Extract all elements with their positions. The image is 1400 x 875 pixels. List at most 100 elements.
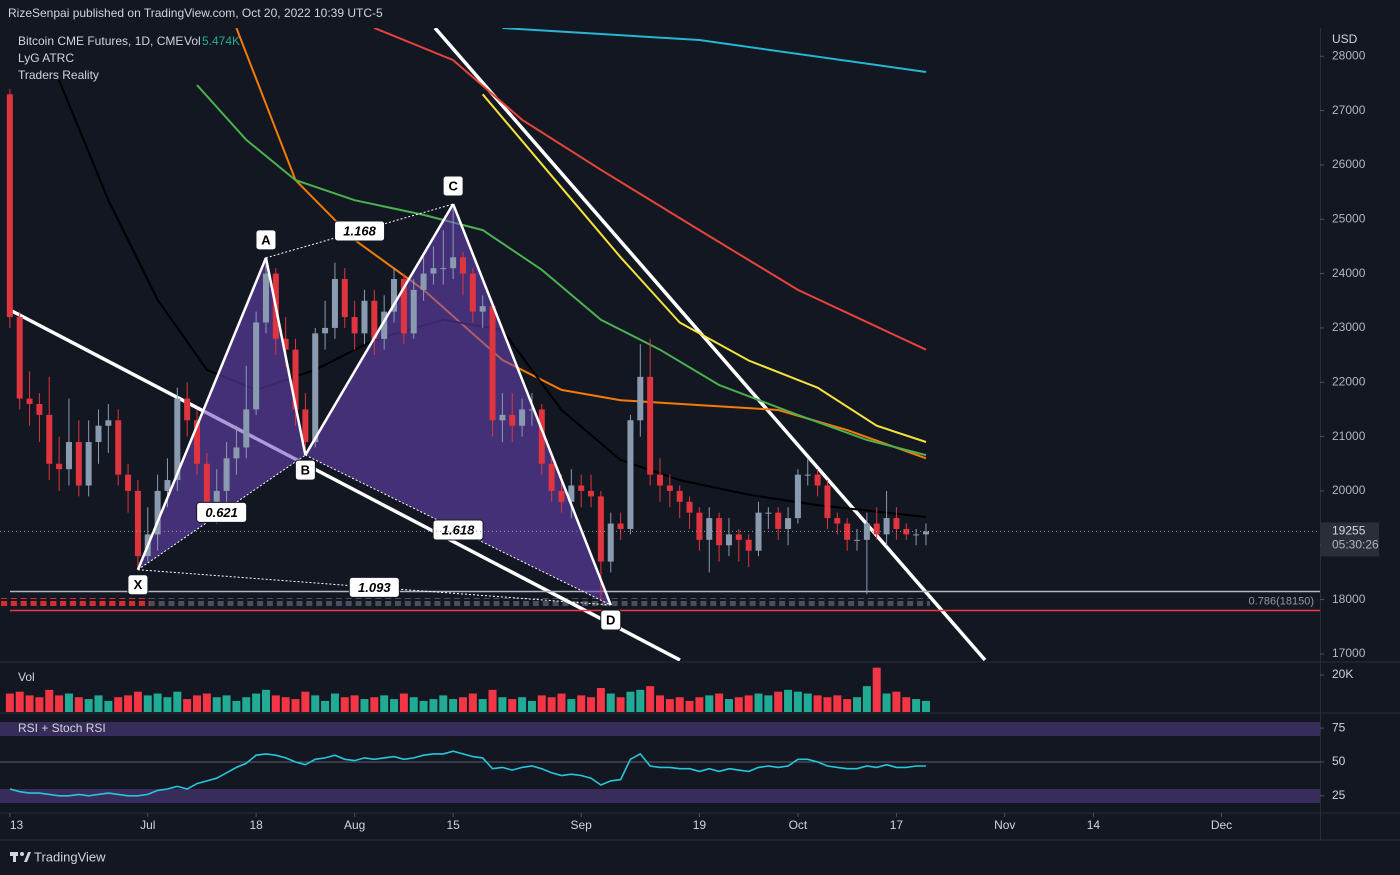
candle-body: [568, 485, 575, 502]
volume-bar: [853, 697, 862, 712]
candle-body: [469, 273, 476, 312]
candle-body: [213, 490, 220, 502]
volume-bar: [449, 699, 458, 712]
volume-bar: [143, 695, 152, 712]
x-tick-label: 13: [10, 818, 24, 832]
x-tick-label: Oct: [789, 818, 808, 832]
volume-bar: [163, 697, 172, 712]
volume-bar: [301, 691, 310, 712]
pattern-leg: [136, 257, 268, 571]
volume-bar: [921, 700, 930, 712]
pattern-point-box: [255, 229, 277, 251]
volume-bar: [64, 693, 73, 712]
volume-bar: [488, 689, 497, 712]
candle-body: [755, 512, 762, 551]
pattern-point-box: [294, 459, 316, 481]
candle-body: [538, 409, 545, 464]
moving-average: [502, 28, 927, 73]
volume-tick-label: 20K: [1332, 667, 1353, 681]
published-note: RizeSenpai published on TradingView.com,…: [8, 6, 383, 20]
y-tick-label: 27000: [1332, 103, 1366, 117]
volume-bar: [833, 695, 842, 712]
volume-bar: [468, 693, 477, 712]
volume-bar: [774, 691, 783, 712]
brand: TradingView: [34, 849, 106, 864]
candle-body: [558, 490, 565, 502]
x-tick-label: 14: [1087, 818, 1101, 832]
pattern-point-label: C: [448, 178, 458, 193]
rsi-title: RSI + Stoch RSI: [18, 721, 106, 735]
ratio-label: 1.093: [358, 580, 391, 595]
x-tick-label: 18: [249, 818, 263, 832]
y-tick-label: 21000: [1332, 429, 1366, 443]
candle-body: [666, 485, 673, 491]
candle-body: [65, 442, 72, 470]
rsi-lower-band: [0, 789, 1320, 803]
candle-body: [824, 485, 831, 519]
y-tick-label: 22000: [1332, 374, 1366, 388]
volume-legend: Vol: [184, 34, 201, 48]
volume-bar: [271, 695, 280, 712]
candle-body: [361, 300, 368, 334]
ratio-label: 0.621: [205, 505, 238, 520]
volume-bar: [744, 695, 753, 712]
pattern-point-box: [127, 574, 149, 596]
y-tick-label: 23000: [1332, 320, 1366, 334]
candle-body: [243, 409, 250, 448]
candle-body: [292, 349, 299, 410]
candle-body: [686, 501, 693, 513]
volume-bar: [498, 697, 507, 712]
pattern-point-label: D: [606, 612, 615, 627]
candle-body: [36, 403, 43, 415]
volume-bar: [793, 691, 802, 712]
candle-body: [528, 409, 535, 411]
ratio-label: 1.168: [343, 223, 376, 238]
moving-average: [481, 93, 927, 443]
volume-bar: [547, 697, 556, 712]
candle-body: [85, 442, 92, 486]
volume-bar: [803, 693, 812, 712]
pattern-point-box: [600, 609, 622, 631]
volume-bar: [439, 695, 448, 712]
indicator-legend: Traders Reality: [18, 68, 99, 82]
candle-body: [578, 485, 585, 491]
candle-body: [322, 327, 329, 334]
y-tick-label: 26000: [1332, 157, 1366, 171]
volume-bar: [173, 691, 182, 712]
candle-body: [794, 474, 801, 519]
volume-bar: [508, 699, 517, 712]
candle-body: [775, 512, 782, 529]
volume-bar: [557, 693, 566, 712]
candle-body: [331, 279, 338, 328]
volume-bar: [114, 697, 123, 712]
candle-body: [863, 523, 870, 540]
candle-body: [302, 409, 309, 443]
volume-bar: [5, 693, 14, 712]
volume-bar: [261, 689, 270, 712]
y-tick-label: 24000: [1332, 266, 1366, 280]
candle-body: [548, 463, 555, 491]
candle-body: [785, 518, 792, 529]
rsi-tick-label: 75: [1332, 720, 1346, 734]
volume-bar: [843, 699, 852, 712]
candle-body: [627, 420, 634, 529]
volume-bar: [84, 699, 93, 712]
pattern-point-label: B: [301, 463, 310, 478]
candle-body: [637, 376, 644, 421]
volume-bar: [390, 699, 399, 712]
candle-body: [588, 490, 595, 497]
volume-bar: [912, 699, 921, 712]
candle-body: [597, 496, 604, 562]
session-markers: [0, 598, 930, 606]
volume-bar: [399, 693, 408, 712]
volume-last: 5.474K: [202, 34, 240, 48]
volume-bar: [587, 697, 596, 712]
candle-body: [873, 523, 880, 535]
candle-body: [341, 279, 348, 318]
candle-body: [834, 518, 841, 524]
volume-bar: [458, 697, 467, 712]
moving-average: [373, 28, 927, 351]
candle-body: [56, 463, 63, 470]
volume-bar: [291, 699, 300, 712]
